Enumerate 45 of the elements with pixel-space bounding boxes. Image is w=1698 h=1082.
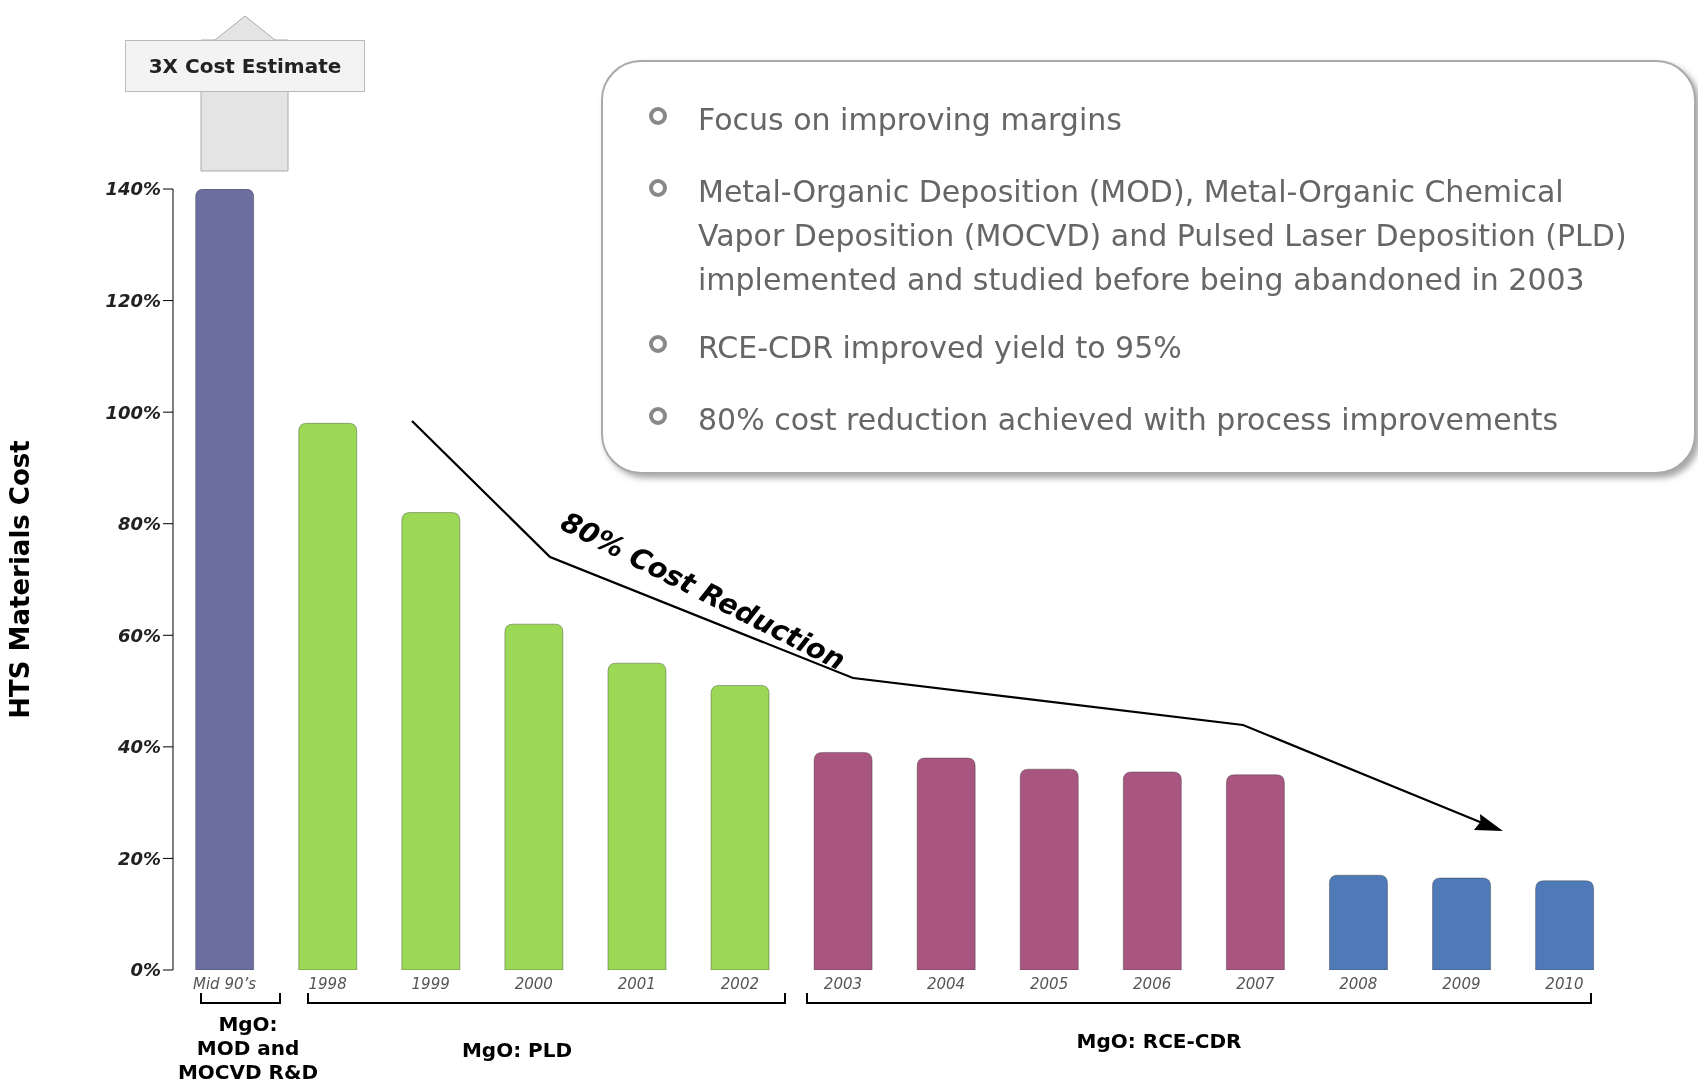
- bar: [1122, 771, 1182, 970]
- text: 3X Cost Estimate: [125, 40, 365, 92]
- text: MgO: RCE-CDR: [1076, 1029, 1242, 1053]
- text: MgO: MOD and MOCVD R&D: [177, 1012, 319, 1082]
- x-tick-label: 2001: [617, 974, 656, 993]
- bar: [401, 512, 461, 970]
- y-tick-label: 40%: [116, 736, 161, 758]
- y-tick-label: 140%: [105, 178, 161, 200]
- callout-box: Focus on improving margins Metal-Organic Deposition (MOD), Metal-Organic Chemical Vapor Deposition (MOCVD) and Pulsed Laser Deposition (PLD) implemented and studied before being abandoned in 2003 RCE-CDR improved yield to 95% 80% cost reduction achieved with process improvements: [601, 60, 1696, 474]
- x-tick-label: 2004: [926, 974, 966, 993]
- annotation: 80% cost reduction achieved with process improvements: [698, 401, 1559, 439]
- x-tick-label: 2007: [1236, 974, 1275, 993]
- x-tick-label: 2002: [720, 974, 759, 993]
- y-tick-label: 60%: [117, 624, 161, 646]
- y-tick-label: 20%: [117, 847, 161, 869]
- x-tick-label: 1998: [308, 974, 347, 993]
- x-tick-label: 1999: [411, 974, 450, 993]
- x-tick-label: 2003: [823, 974, 863, 993]
- bar: [298, 422, 358, 970]
- bar: [1328, 874, 1388, 970]
- x-tick-label: 2008: [1339, 974, 1378, 993]
- y-tick-label: 120%: [105, 289, 161, 311]
- bar: [607, 662, 667, 970]
- x-tick-label: 2000: [514, 974, 553, 993]
- x-tick-label: Mid 90’s: [193, 974, 257, 993]
- bar: [1535, 880, 1595, 970]
- x-tick-label: 2005: [1030, 974, 1069, 993]
- annotation: Metal-Organic Deposition (MOD), Metal-Organic Chemical Vapor Deposition (MOCVD) and Pulsed Laser Deposition (PLD) implemented and studied before being abandoned in 2003: [698, 173, 1628, 299]
- bar: [1432, 877, 1492, 970]
- y-tick-label: 100%: [105, 401, 161, 423]
- bar: [710, 684, 770, 970]
- bar: [195, 189, 255, 970]
- bar: [1019, 768, 1079, 970]
- y-tick-label: 80%: [117, 513, 161, 535]
- y-tick-label: 0%: [130, 959, 161, 981]
- annotation: RCE-CDR improved yield to 95%: [698, 329, 1182, 367]
- bar: [916, 757, 976, 970]
- bar: [813, 751, 873, 970]
- y-axis-title: HTS Materials Cost: [5, 440, 36, 719]
- x-tick-label: 2006: [1133, 974, 1172, 993]
- bar: [504, 623, 564, 970]
- text: MgO: PLD: [461, 1038, 573, 1062]
- bar: [1225, 774, 1285, 970]
- x-tick-label: 2010: [1545, 974, 1584, 993]
- x-tick-label: 2009: [1442, 974, 1481, 993]
